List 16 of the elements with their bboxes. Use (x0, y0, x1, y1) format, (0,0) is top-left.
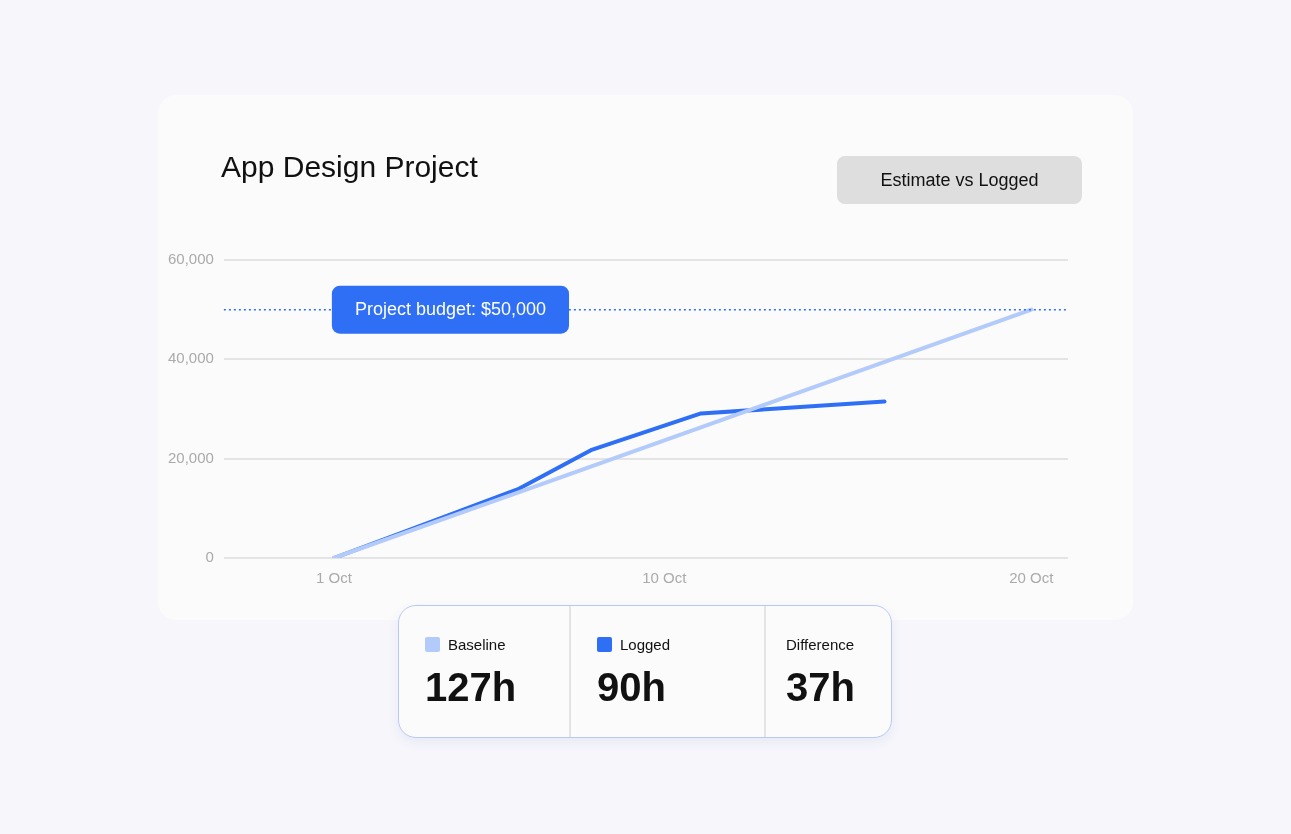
x-tick-label: 1 Oct (316, 569, 353, 587)
y-tick-label: 20,000 (167, 448, 214, 466)
y-tick-label: 60,000 (167, 250, 214, 268)
text: Difference (786, 636, 856, 653)
text: 37h (786, 665, 856, 710)
text: 90h (597, 665, 667, 710)
text: Estimate vs Logged (837, 156, 1082, 204)
x-tick-label: 10 Oct (642, 569, 688, 587)
ref-line-label: Project budget: $50,000 (354, 298, 547, 319)
legend-label: Logged (620, 636, 671, 653)
y-tick-label: 0 (205, 548, 214, 566)
text: 127h (425, 665, 518, 710)
y-tick-label: 40,000 (167, 349, 214, 367)
chart-title: App Design Project (221, 150, 478, 184)
x-tick-label: 20 Oct (1009, 569, 1055, 587)
legend-label: Baseline (448, 636, 506, 653)
